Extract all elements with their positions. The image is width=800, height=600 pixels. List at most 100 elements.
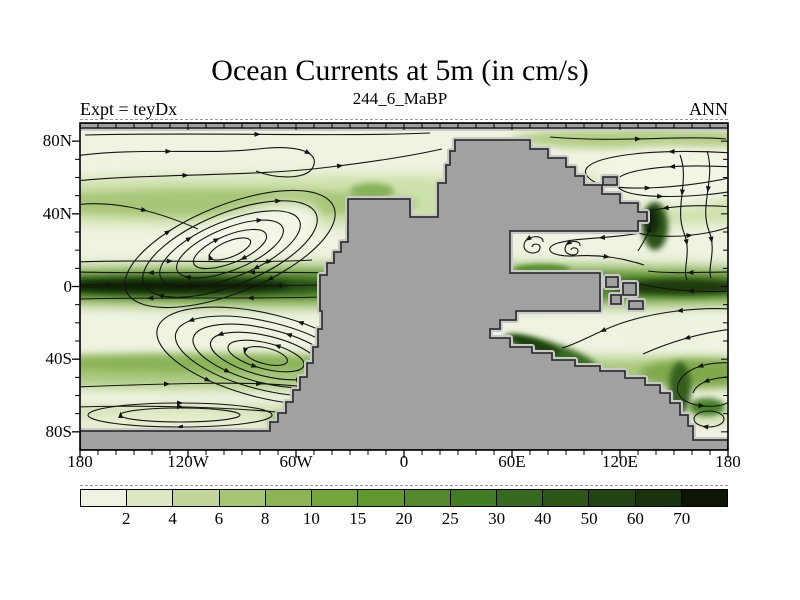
streamline-arrowhead [266,275,274,281]
streamline-arrowhead [683,334,691,340]
streamline-arrowhead [644,185,652,191]
x-tick-label: 180 [67,452,93,471]
experiment-label: Expt = teyDx [80,99,178,119]
streamline-arrowhead [147,270,154,276]
colorbar-cell [127,490,174,506]
colorbar-boundary-label: 50 [580,509,598,528]
streamline-arrowhead [266,258,273,264]
streamline-arrowhead [248,269,256,275]
streamline-arrowhead [146,295,154,301]
y-tick-label: 80N [42,131,72,151]
page-title: Ocean Currents at 5m (in cm/s) [211,54,589,87]
x-tick-label: 0 [399,452,409,471]
colorbar-cell [265,490,313,506]
y-tick-label: 0 [63,276,73,296]
streamline-arrowhead [683,238,689,246]
streamline-arrowhead [184,275,191,281]
streamline-arrowhead [166,258,174,264]
streamline-arrowhead [668,149,675,155]
colorbar-cell [589,490,636,506]
streamline-arrowhead [686,233,693,239]
streamline-arrowhead [696,362,704,368]
axis-ticks [72,123,729,458]
colorbar-cell [312,490,359,506]
streamline-arrowhead [164,229,171,236]
ocean-currents-map [72,122,729,458]
streamlines [80,131,728,430]
land-shape [80,123,728,450]
y-tick-label: 40S [45,349,72,369]
x-tick-label: 120W [167,452,209,471]
streamline-arrowhead [565,239,573,246]
streamline-arrowhead [163,381,171,387]
streamline-arrowhead [668,164,676,170]
plot-subtitle: 244_6_MaBP [352,89,448,108]
colorbar-cell [173,490,220,506]
streamline-arrowhead [646,225,652,233]
streamline-arrowhead [243,347,249,355]
y-tick-label: 40N [42,203,72,223]
streamline-arrowhead [186,282,193,288]
x-tick-label: 60E [498,452,526,471]
streamline-arrowhead [285,333,293,338]
streamline-arrowhead [185,236,193,243]
streamline-arrowhead [187,316,195,322]
streamline-arrowhead [698,402,705,408]
streamline-arrowhead [212,238,220,244]
colorbar-cell [219,490,266,506]
streamline-arrowhead [256,217,263,223]
x-tick-label: 180 [715,452,741,471]
landmass-pangea [80,123,728,450]
streamline-arrowhead [525,235,532,241]
streamline-arrowhead [208,254,214,261]
streamline-arrowhead [304,149,311,155]
se-pocket-eddy [693,410,725,430]
streamline-arrowhead [336,163,344,169]
colorbar-cell [543,490,590,506]
streamline-arrowhead [676,307,684,313]
nh-subtropical-gyre [124,189,336,309]
sw-recirculation [87,400,273,430]
streamline-arrowhead [634,136,642,142]
colorbar-cell [681,490,728,506]
streamline-arrowhead [680,189,685,196]
streamline-arrowhead [204,376,211,382]
map-frame [79,122,729,451]
colorbar-boundary-label: 8 [260,509,270,528]
streamline-arrowhead [247,295,254,301]
streamline-arrowhead [256,381,263,387]
streamline-arrowhead [703,377,710,383]
streamline-arrowhead [297,321,305,326]
colorbar-cell [450,490,497,506]
streamline-arrowhead [274,344,282,350]
streamline-arrowhead [102,282,109,288]
streamline-arrowhead [603,253,611,259]
streamline-arrowhead [182,172,189,178]
frame-shadow-line-colorbar [80,485,728,486]
streamline-arrowhead [599,327,607,332]
streamline-arrowhead [708,236,714,244]
season-label: ANN [689,99,728,119]
x-tick-label: 60W [279,452,313,471]
colorbar-boundary-label: 2 [122,509,131,528]
streamline-arrowhead [157,293,165,299]
colorbar-cell [635,490,682,506]
streamline-arrowhead [701,424,709,430]
streamline-arrowhead [118,411,124,419]
streamline-arrowhead [140,207,148,212]
colorbar-cell [496,490,544,506]
streamline-arrowhead [252,264,260,270]
colorbar-boundary-label: 15 [349,509,367,528]
colorbar-boundary-label: 4 [168,509,177,528]
colorbar-boundary-label: 70 [673,509,691,528]
streamline-arrowhead [177,400,184,406]
streamline-arrowhead [275,282,283,288]
colorbar-boundary-label: 20 [395,509,413,528]
x-tick-label: 120E [602,452,638,471]
colorbar-cell [81,490,128,506]
streamline-arrowhead [254,131,261,137]
streamline-arrowhead [662,205,669,211]
colorbar [80,489,728,507]
streamline-arrowhead [165,148,172,154]
